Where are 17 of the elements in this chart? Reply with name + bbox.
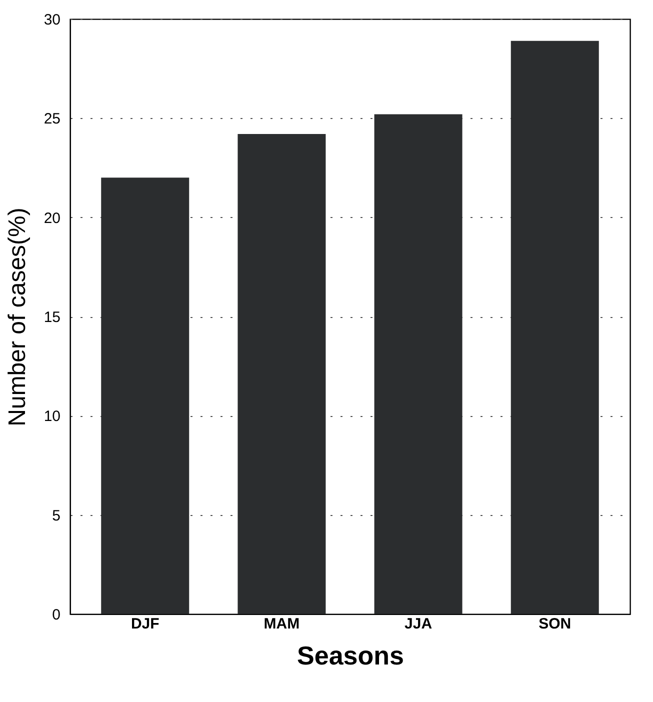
bar <box>101 178 190 614</box>
bar <box>374 114 462 614</box>
bar <box>510 40 599 614</box>
y-tick-label: 0 <box>52 606 60 624</box>
x-tick-label: JJA <box>404 616 432 632</box>
y-tick-label: 15 <box>44 309 60 326</box>
x-tick-label: MAM <box>264 616 300 632</box>
y-tick-label: 20 <box>44 210 60 227</box>
bar <box>238 134 326 614</box>
x-tick-label: DJF <box>130 616 160 632</box>
y-tick-label: 10 <box>44 408 60 426</box>
y-tick-label: 30 <box>44 12 60 28</box>
y-axis-title: Number of cases(%) <box>4 208 31 426</box>
x-tick-label: SON <box>538 616 572 632</box>
x-axis-title: Seasons <box>297 640 404 670</box>
y-tick-label: 25 <box>44 110 60 128</box>
y-tick-label: 5 <box>52 507 60 524</box>
